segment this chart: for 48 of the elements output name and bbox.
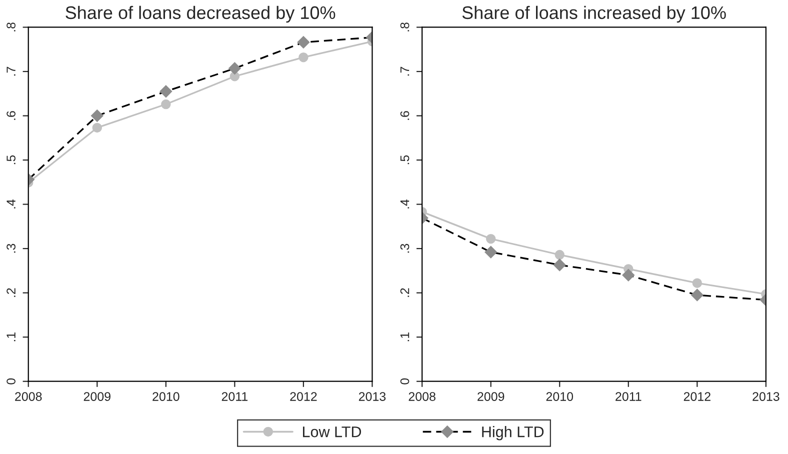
y-tick-label: .8 — [400, 22, 410, 32]
point — [91, 110, 104, 122]
y-tick-label: .2 — [400, 288, 410, 297]
point — [92, 122, 102, 133]
y-tick-label: .3 — [400, 244, 410, 253]
point — [486, 234, 496, 244]
y-tick-label: 0 — [400, 378, 410, 384]
y-tick-label: .4 — [6, 199, 16, 208]
y-tick-label: .3 — [6, 244, 16, 253]
y-tick-label: .2 — [6, 288, 16, 297]
legend-label: Low LTD — [302, 426, 362, 438]
point — [554, 250, 564, 260]
chart-title: Share of loans decreased by 10% — [66, 6, 336, 23]
x-tick-label: 2008 — [15, 392, 42, 401]
x-tick-label: 2010 — [546, 392, 574, 401]
y-tick-label: .8 — [6, 22, 16, 32]
x-tick-label: 2012 — [684, 392, 710, 401]
point — [484, 246, 497, 258]
x-tick-label: 2008 — [408, 392, 436, 401]
point — [692, 278, 702, 288]
y-tick-label: .6 — [400, 111, 410, 120]
x-tick-label: 2011 — [222, 392, 248, 401]
x-tick-label: 2013 — [358, 392, 386, 401]
x-tick-label: 2011 — [616, 392, 642, 401]
y-tick-label: .1 — [6, 332, 16, 342]
point — [622, 269, 634, 282]
y-tick-label: .7 — [400, 66, 410, 76]
x-tick-label: 2009 — [478, 392, 504, 401]
x-tick-label: 2012 — [290, 392, 317, 401]
y-tick-label: .6 — [6, 111, 16, 120]
y-tick-label: .4 — [400, 199, 410, 208]
y-tick-label: .5 — [6, 155, 16, 164]
point — [691, 288, 704, 302]
x-tick-label: 2013 — [752, 392, 780, 401]
y-tick-label: .5 — [400, 155, 410, 164]
chart-title: Share of loans increased by 10% — [462, 6, 726, 23]
point — [160, 85, 172, 98]
legend-label: High LTD — [482, 426, 544, 440]
point — [554, 258, 566, 272]
point — [161, 99, 171, 110]
y-tick-label: .1 — [400, 332, 410, 342]
y-tick-label: 0 — [6, 378, 16, 384]
point — [297, 36, 310, 48]
point — [298, 52, 308, 62]
x-tick-label: 2010 — [152, 392, 180, 401]
x-tick-label: 2009 — [84, 392, 110, 401]
y-tick-label: .7 — [6, 66, 16, 76]
point — [228, 62, 241, 75]
